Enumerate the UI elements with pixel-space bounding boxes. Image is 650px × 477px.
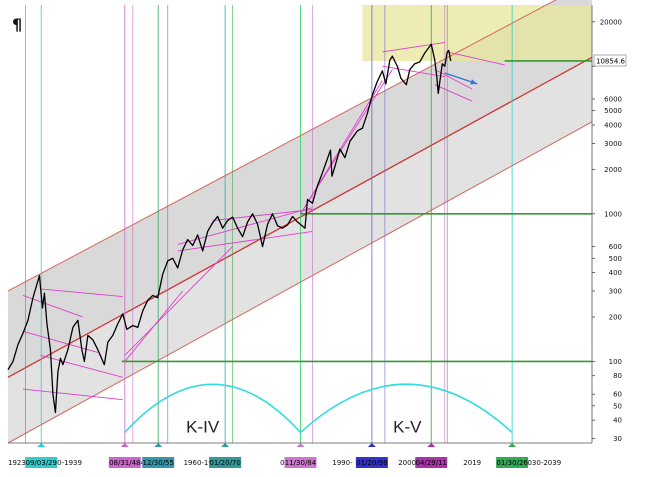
arrow-head — [470, 79, 478, 85]
marker-caret — [427, 443, 436, 447]
date-label: 01/20/98 — [356, 459, 387, 467]
decade-label: 1930-1939 — [44, 459, 82, 467]
date-box — [355, 457, 388, 468]
trendline — [22, 330, 98, 353]
price-series — [7, 43, 452, 414]
last-value-label: 10854.6 — [596, 57, 625, 65]
y-tick-label: 100 — [609, 358, 622, 366]
marker-caret — [221, 443, 230, 447]
date-label: 01/20/70 — [209, 459, 240, 467]
trendline — [177, 207, 313, 245]
x-axis: 1923-1930-19399491960-19690-19791990-200… — [8, 442, 592, 468]
trendline — [40, 288, 123, 298]
highlight-band — [362, 5, 592, 61]
date-box — [25, 457, 58, 468]
y-tick-label: 600 — [609, 243, 622, 251]
last-value-box — [593, 54, 627, 67]
trendline — [124, 246, 233, 356]
y-tick-label: 2000 — [604, 166, 622, 174]
projection-arrow — [444, 72, 478, 85]
decade-label: 2030-2039 — [523, 459, 561, 467]
y-tick-label: 6000 — [604, 95, 622, 103]
date-label: 08/31/48 — [109, 459, 140, 467]
y-tick-label: 3000 — [604, 140, 622, 148]
date-box — [142, 457, 175, 468]
cycle-arc — [299, 383, 513, 434]
date-label: 01/30/26 — [496, 459, 528, 467]
decade-label: 2019 — [463, 459, 481, 467]
cycle-arc — [124, 383, 302, 434]
trendline — [40, 354, 123, 378]
y-axis: 30 40 50 60 80 100 200 300 400 500 600 1000 2000 3000… — [591, 5, 627, 443]
trendline — [177, 230, 313, 252]
date-label: 12/30/55 — [143, 459, 174, 467]
y-tick-label: 40 — [613, 417, 622, 425]
decade-label: 1960-1969 — [184, 459, 222, 467]
wave-label: K-V — [393, 417, 422, 436]
y-tick-label: 80 — [613, 372, 622, 380]
cycle-arcs — [124, 383, 513, 434]
trendline — [22, 388, 123, 401]
wave-label: K-IV — [186, 417, 220, 436]
date-box — [496, 457, 529, 468]
corner-mark: ¶ — [12, 15, 22, 34]
marker-caret — [296, 443, 305, 447]
trendline — [382, 65, 445, 78]
trendline — [300, 80, 383, 215]
date-label: 09/03/29 — [26, 459, 57, 467]
date-label: 04/29/11 — [416, 459, 447, 467]
date-box — [284, 457, 317, 468]
marker-caret — [508, 443, 517, 447]
price-line — [7, 43, 452, 414]
marker-caret — [120, 443, 129, 447]
marker-caret — [37, 443, 46, 447]
date-box — [209, 457, 242, 468]
y-tick-label: 1000 — [604, 210, 622, 218]
decade-label: 1990- — [332, 459, 353, 467]
y-tick-label: 500 — [609, 255, 622, 263]
horizontal-levels — [121, 60, 592, 363]
wave-labels: K-IV K-V — [186, 417, 422, 436]
marker-caret — [367, 443, 376, 447]
y-tick-label: 5000 — [604, 107, 622, 115]
trendline — [447, 51, 505, 66]
y-tick-label: 200 — [609, 313, 622, 321]
marker-caret — [154, 443, 163, 447]
date-label: 11/30/84 — [285, 459, 317, 467]
y-tick-label: 300 — [609, 287, 622, 295]
y-tick-label: 30 — [613, 435, 622, 443]
y-tick-label: 20000 — [600, 18, 622, 26]
decade-label: 1923- — [8, 459, 29, 467]
y-tick-label: 50 — [613, 402, 622, 410]
date-box — [415, 457, 448, 468]
y-tick-label: 60 — [613, 391, 622, 399]
date-box — [108, 457, 141, 468]
y-tick-label: 400 — [609, 269, 622, 277]
y-tick-label: 4000 — [604, 121, 622, 129]
trendline — [434, 84, 473, 102]
trendline — [382, 41, 445, 53]
